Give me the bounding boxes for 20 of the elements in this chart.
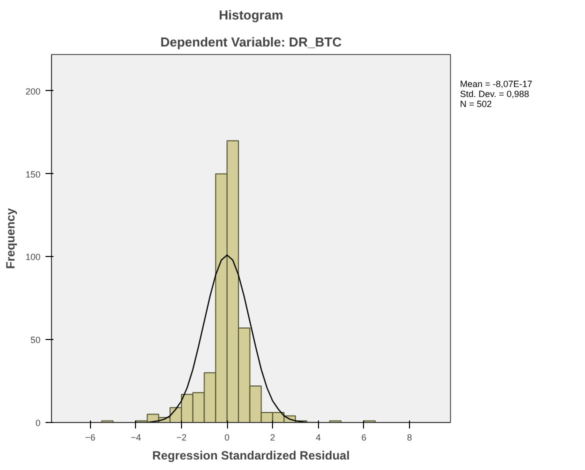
y-tick-label: 150 [25, 169, 41, 180]
y-tick-label: 50 [30, 335, 41, 346]
y-tick-label: 100 [25, 252, 41, 262]
text: Mean = -8,07E-17 [460, 79, 532, 89]
y-axis-title: Frequency [3, 208, 18, 269]
text: Std. Dev. = 0,988 [460, 88, 530, 99]
x-tick-label: 4 [316, 432, 321, 442]
y-tick-label: 0 [35, 418, 41, 428]
chart-subtitle: Dependent Variable: DR_BTC [160, 34, 342, 50]
y-tick-label: 200 [25, 86, 41, 96]
x-tick-label: −4 [130, 432, 141, 442]
x-tick-label: −6 [85, 432, 96, 442]
x-tick-label: 6 [361, 432, 366, 442]
text: N = 502 [460, 98, 492, 109]
chart-title: Histogram [218, 8, 284, 22]
x-tick-label: −2 [176, 432, 187, 442]
x-tick-label: 0 [224, 432, 230, 442]
x-axis-title: Regression Standardized Residual [152, 448, 350, 462]
x-tick-label: 2 [270, 432, 276, 442]
x-tick-label: 8 [406, 432, 412, 442]
